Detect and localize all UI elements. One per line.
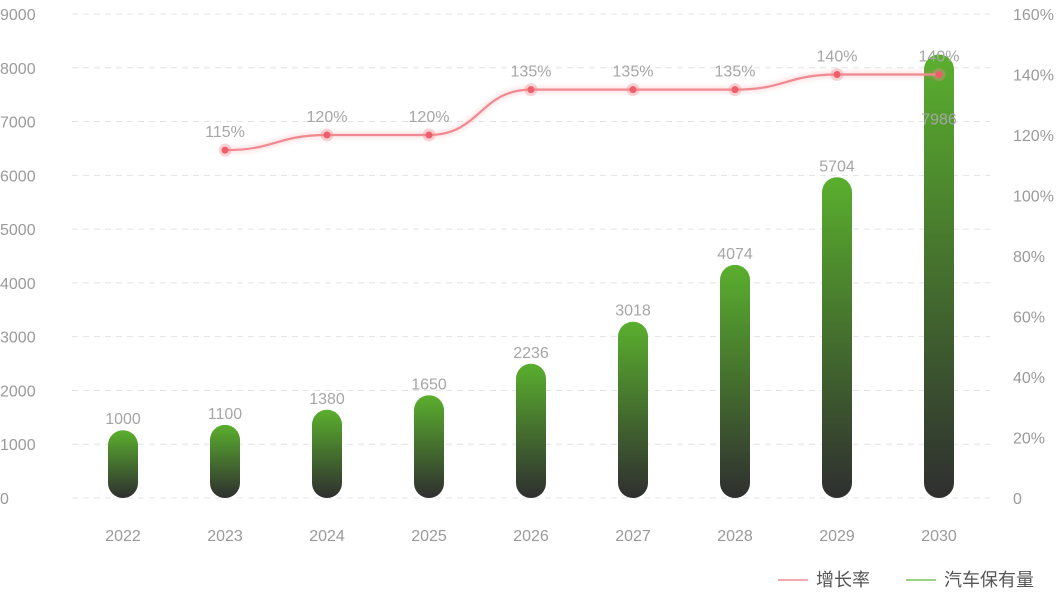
bar bbox=[720, 264, 750, 498]
x-tick-label: 2023 bbox=[207, 528, 243, 545]
x-tick-label: 2029 bbox=[819, 528, 855, 545]
left-tick-label: 0 bbox=[0, 491, 9, 508]
line-point bbox=[935, 71, 943, 78]
left-tick-label: 9000 bbox=[0, 7, 36, 24]
line-point bbox=[833, 71, 841, 78]
x-tick-label: 2027 bbox=[615, 528, 651, 545]
x-tick-label: 2025 bbox=[411, 528, 447, 545]
left-y-axis: 0 1000 2000 3000 4000 5000 6000 7000 8000 9000 bbox=[0, 7, 36, 508]
bar bbox=[108, 430, 138, 498]
x-tick-label: 2024 bbox=[309, 528, 345, 545]
bar-value-label: 1100 bbox=[208, 406, 243, 423]
left-tick-label: 2000 bbox=[0, 383, 36, 400]
bar bbox=[210, 424, 240, 498]
line-path bbox=[224, 73, 939, 152]
bar-series bbox=[108, 54, 954, 498]
bar-data-labels: 1000 1100 1380 1650 2236 3018 4074 5704 7986 bbox=[105, 112, 957, 429]
line-point bbox=[323, 131, 331, 139]
line-point bbox=[221, 146, 229, 154]
left-tick-label: 6000 bbox=[0, 168, 36, 185]
line-point bbox=[731, 86, 739, 94]
legend-label: 汽车保有量 bbox=[944, 570, 1034, 591]
bar-value-label: 3018 bbox=[615, 303, 651, 320]
x-tick-label: 2030 bbox=[921, 528, 957, 545]
right-tick-label: 160% bbox=[1013, 7, 1054, 24]
bar bbox=[618, 321, 648, 498]
right-tick-label: 140% bbox=[1013, 68, 1054, 85]
bar bbox=[414, 395, 444, 498]
left-tick-label: 4000 bbox=[0, 276, 36, 293]
right-tick-label: 120% bbox=[1013, 128, 1054, 145]
line-data-labels: 115% 120% 120% 135% 135% 135% 140% 140% bbox=[205, 49, 959, 142]
bar-value-label: 5704 bbox=[819, 158, 855, 175]
bar bbox=[516, 363, 546, 498]
bar-value-label: 1650 bbox=[411, 376, 447, 393]
right-tick-label: 0 bbox=[1013, 491, 1022, 508]
line-value-label: 135% bbox=[715, 64, 756, 81]
line-point bbox=[527, 86, 535, 94]
line-value-label: 120% bbox=[307, 109, 348, 126]
right-tick-label: 40% bbox=[1013, 370, 1045, 387]
left-tick-label: 7000 bbox=[0, 115, 36, 132]
line-value-label: 135% bbox=[613, 64, 654, 81]
bar bbox=[312, 409, 342, 498]
right-tick-label: 60% bbox=[1013, 310, 1045, 327]
x-axis: 2022 2023 2024 2025 2026 2027 2028 2029 2030 bbox=[105, 528, 957, 545]
line-value-label: 120% bbox=[409, 109, 450, 126]
line-point bbox=[629, 86, 637, 94]
line-value-label: 140% bbox=[919, 49, 960, 66]
x-tick-label: 2026 bbox=[513, 528, 549, 545]
right-tick-label: 100% bbox=[1013, 189, 1054, 206]
left-tick-label: 1000 bbox=[0, 437, 36, 454]
line-value-label: 115% bbox=[205, 124, 245, 141]
left-tick-label: 8000 bbox=[0, 61, 36, 78]
right-tick-label: 20% bbox=[1013, 431, 1045, 448]
bar-value-label: 4074 bbox=[717, 246, 753, 263]
line-point bbox=[425, 131, 433, 139]
bar bbox=[822, 177, 852, 498]
left-tick-label: 5000 bbox=[0, 222, 36, 239]
line-series bbox=[218, 68, 946, 157]
bar-value-label: 1000 bbox=[105, 411, 141, 428]
bar-value-label: 1380 bbox=[309, 391, 345, 408]
line-value-label: 135% bbox=[511, 64, 552, 81]
left-tick-label: 3000 bbox=[0, 330, 36, 347]
legend-label: 增长率 bbox=[816, 570, 870, 591]
right-tick-label: 80% bbox=[1013, 249, 1045, 266]
bar bbox=[924, 54, 954, 498]
line-value-label: 140% bbox=[817, 49, 858, 66]
legend: 增长率 汽车保有量 bbox=[778, 570, 1034, 591]
x-tick-label: 2022 bbox=[105, 528, 141, 545]
bar-value-label: 7986 bbox=[921, 112, 957, 129]
x-tick-label: 2028 bbox=[717, 528, 753, 545]
bar-value-label: 2236 bbox=[513, 345, 549, 362]
right-y-axis: 0 20% 40% 60% 80% 100% 120% 140% 160% bbox=[1013, 7, 1054, 508]
